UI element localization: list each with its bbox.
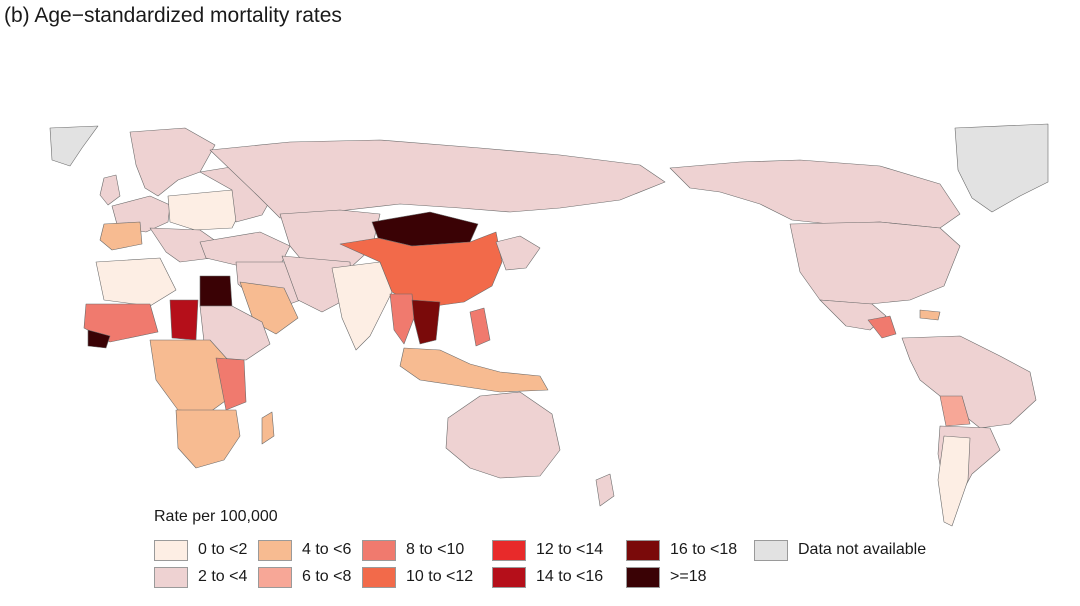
region-scandinavia xyxy=(129,127,216,197)
region-greenland-west xyxy=(49,125,99,167)
region-argentina xyxy=(937,435,971,527)
region-northern-south-america xyxy=(901,335,1037,429)
legend-swatch xyxy=(754,539,788,561)
region-malaysia-indonesia xyxy=(399,347,549,393)
legend-item-8-10: 8 to <10 xyxy=(362,538,464,562)
legend-label: 14 to <16 xyxy=(536,568,604,585)
legend-label: 0 to <2 xyxy=(198,541,248,558)
legend-swatch xyxy=(258,539,292,561)
legend-swatch xyxy=(154,566,188,588)
legend-title: Rate per 100,000 xyxy=(154,508,278,525)
region-central-america xyxy=(867,315,897,339)
region-southern-africa xyxy=(175,409,241,469)
region-philippines xyxy=(469,307,491,347)
region-canada xyxy=(669,159,961,229)
region-north-africa-west xyxy=(95,257,177,307)
legend-swatch xyxy=(258,566,292,588)
legend: Rate per 100,000 0 to <2 2 to <4 4 to <6… xyxy=(150,508,950,603)
legend-item-14-16: 14 to <16 xyxy=(492,565,603,589)
region-uk-ireland xyxy=(99,174,121,206)
region-iberia xyxy=(99,221,143,251)
legend-swatch xyxy=(362,566,396,588)
region-egypt xyxy=(199,275,233,307)
legend-label: >=18 xyxy=(670,568,707,585)
legend-label: 12 to <14 xyxy=(536,541,604,558)
legend-label: 6 to <8 xyxy=(302,568,352,585)
legend-swatch xyxy=(362,539,396,561)
region-bolivia xyxy=(939,395,971,427)
region-korea-japan xyxy=(495,235,541,271)
region-myanmar-thailand xyxy=(389,293,415,345)
region-kazakhstan-central-asia xyxy=(279,209,381,271)
legend-item-0-2: 0 to <2 xyxy=(154,538,247,562)
legend-label: 2 to <4 xyxy=(198,568,248,585)
legend-label: 8 to <10 xyxy=(406,541,465,558)
region-central-europe xyxy=(167,189,241,231)
region-greenland-east xyxy=(954,123,1049,213)
legend-item-6-8: 6 to <8 xyxy=(258,565,351,589)
region-china xyxy=(339,231,503,309)
region-madagascar xyxy=(261,411,275,445)
chart-title: (b) Age−standardized mortality rates xyxy=(4,4,342,27)
region-west-africa xyxy=(83,303,159,343)
legend-label: 10 to <12 xyxy=(406,568,474,585)
legend-swatch xyxy=(492,539,526,561)
legend-swatch xyxy=(492,566,526,588)
region-new-zealand xyxy=(595,473,615,507)
legend-item-16-18: 16 to <18 xyxy=(626,538,737,562)
legend-label: Data not available xyxy=(798,541,927,558)
region-caribbean xyxy=(919,309,941,321)
legend-swatch xyxy=(154,539,188,561)
legend-item-data-not-available: Data not available xyxy=(754,538,926,562)
region-central-africa xyxy=(149,339,233,413)
region-russia xyxy=(209,139,666,219)
region-east-africa xyxy=(215,357,247,411)
region-chad xyxy=(169,299,199,341)
legend-swatch xyxy=(626,539,660,561)
region-australia xyxy=(445,391,561,479)
region-india xyxy=(331,261,393,351)
legend-item-12-14: 12 to <14 xyxy=(492,538,603,562)
legend-item-18-plus: >=18 xyxy=(626,565,706,589)
region-laos-vietnam-cambodia xyxy=(411,299,441,345)
region-turkey-caucasus xyxy=(199,231,291,267)
region-usa xyxy=(789,221,961,305)
region-guinea-coast xyxy=(87,329,111,349)
legend-item-2-4: 2 to <4 xyxy=(154,565,247,589)
legend-item-10-12: 10 to <12 xyxy=(362,565,473,589)
legend-label: 16 to <18 xyxy=(670,541,738,558)
legend-swatch xyxy=(626,566,660,588)
legend-item-4-6: 4 to <6 xyxy=(258,538,351,562)
legend-label: 4 to <6 xyxy=(302,541,352,558)
